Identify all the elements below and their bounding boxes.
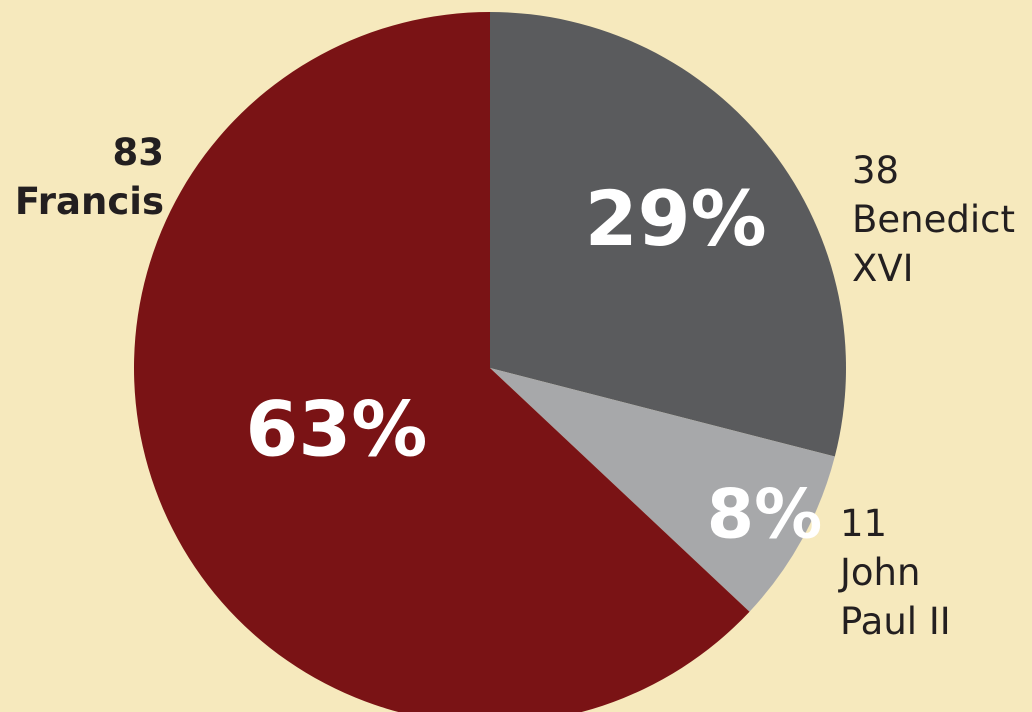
slice-count: 11 (840, 502, 888, 545)
slice-count: 83 (112, 131, 165, 174)
pie-slice-francis (134, 12, 750, 712)
pie-slice-john-paul-ii (490, 368, 835, 612)
percent-label: 29% (585, 174, 767, 263)
slice-label-benedict-xvi: 38 Benedict XVI (852, 146, 1015, 293)
slice-name-line: Benedict (852, 198, 1015, 241)
pie-slice-benedict-xvi (490, 12, 847, 457)
slice-name-line: XVI (852, 247, 914, 290)
slice-name-line: John (840, 551, 921, 594)
percent-label: 8% (707, 475, 822, 554)
percent-label: 63% (245, 384, 427, 473)
slice-name-line: Francis (14, 180, 164, 223)
slice-label-john-paul-ii: 11 John Paul II (840, 499, 951, 646)
slice-label-francis: 83 Francis (15, 128, 164, 226)
slice-name-line: Paul II (840, 600, 951, 643)
slice-count: 38 (852, 149, 900, 192)
